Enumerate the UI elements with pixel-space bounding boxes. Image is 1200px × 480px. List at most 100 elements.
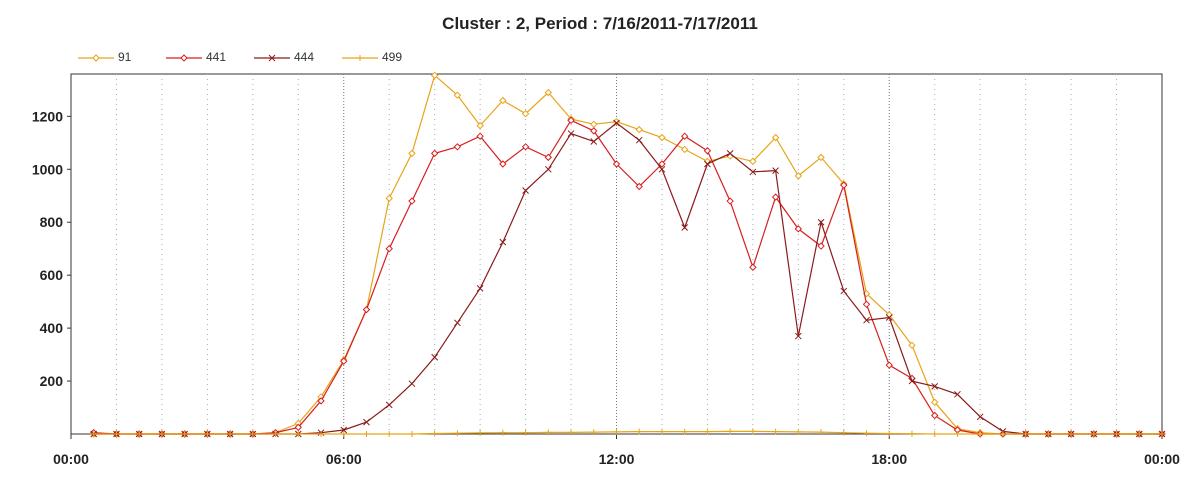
data-point [499, 160, 507, 168]
data-point [249, 431, 256, 437]
legend-swatch [342, 55, 378, 61]
data-point [1159, 431, 1165, 437]
data-point [1113, 431, 1120, 437]
data-point [931, 431, 938, 437]
data-point [977, 431, 984, 437]
data-point [590, 127, 598, 135]
data-point [454, 319, 461, 327]
data-point [113, 431, 120, 437]
data-point [840, 287, 848, 295]
x-tick-label: 00:00 [1144, 451, 1180, 467]
data-point [840, 429, 847, 436]
data-point [954, 431, 961, 437]
data-point [158, 431, 165, 437]
data-point [727, 428, 734, 435]
data-point [726, 197, 734, 205]
data-point [817, 153, 825, 162]
data-point [658, 165, 666, 173]
data-point [294, 423, 302, 432]
data-point [362, 305, 371, 314]
data-point [545, 429, 552, 436]
data-point [635, 136, 643, 144]
data-point [681, 428, 688, 435]
data-point [522, 187, 529, 194]
legend-label: 91 [118, 50, 132, 64]
data-point [385, 194, 393, 203]
data-point [794, 332, 802, 340]
data-point [658, 160, 666, 168]
data-point [318, 431, 325, 437]
grid-lines [115, 74, 1118, 434]
data-point [453, 91, 462, 99]
data-point [454, 430, 461, 437]
data-point [363, 431, 370, 437]
data-point [772, 167, 779, 174]
y-tick-label: 600 [40, 267, 64, 283]
data-point [680, 145, 689, 154]
legend-marker [357, 55, 363, 61]
data-point [886, 430, 893, 437]
data-point [931, 382, 939, 390]
data-point [408, 431, 415, 437]
data-point [862, 300, 871, 309]
data-point [386, 431, 393, 437]
data-point [453, 143, 462, 151]
data-point [385, 244, 393, 253]
data-point [431, 353, 439, 361]
data-point [931, 411, 939, 420]
data-point [681, 224, 689, 231]
series-499 [90, 428, 1165, 437]
data-point [430, 149, 439, 158]
data-point [1068, 431, 1075, 437]
data-point [817, 242, 825, 250]
legend-swatch [166, 54, 202, 62]
data-point [181, 431, 188, 437]
chart-title: Cluster : 2, Period : 7/16/2011-7/17/201… [442, 14, 758, 33]
legend-marker [268, 54, 276, 62]
data-point [590, 138, 598, 145]
data-point [817, 218, 825, 226]
x-tick-label: 18:00 [871, 451, 907, 467]
data-point [908, 341, 916, 350]
data-point [317, 397, 325, 405]
data-point [521, 109, 530, 118]
data-point [522, 429, 529, 436]
data-point [772, 428, 779, 435]
data-point [204, 431, 211, 437]
x-tick-label: 12:00 [599, 451, 635, 467]
data-point [658, 133, 666, 142]
data-point [227, 431, 234, 437]
data-point [544, 153, 553, 162]
data-point [635, 182, 643, 191]
data-point [544, 165, 552, 173]
data-point [1136, 431, 1143, 437]
data-point [863, 430, 870, 437]
data-point [908, 430, 915, 437]
data-point [567, 130, 575, 137]
data-point [818, 429, 825, 436]
legend-marker [92, 54, 100, 62]
data-point [476, 285, 484, 292]
data-point [749, 157, 757, 166]
data-point [499, 429, 506, 436]
data-point [749, 168, 757, 176]
data-point [340, 431, 347, 437]
y-tick-label: 1000 [32, 161, 63, 177]
data-point [680, 132, 689, 140]
data-point [90, 431, 97, 437]
data-point [613, 119, 620, 127]
data-point [703, 147, 712, 155]
data-point [931, 398, 939, 406]
data-point [477, 429, 484, 436]
legend-swatch [254, 54, 290, 62]
data-point [430, 71, 439, 80]
data-point [295, 431, 302, 437]
y-tick-label: 1200 [32, 108, 63, 124]
y-tick-label: 800 [40, 214, 64, 230]
data-point [976, 413, 984, 421]
data-point [385, 401, 393, 409]
data-point [954, 390, 961, 398]
data-point [363, 418, 370, 426]
data-point [408, 197, 416, 205]
legend-label: 499 [382, 50, 403, 64]
